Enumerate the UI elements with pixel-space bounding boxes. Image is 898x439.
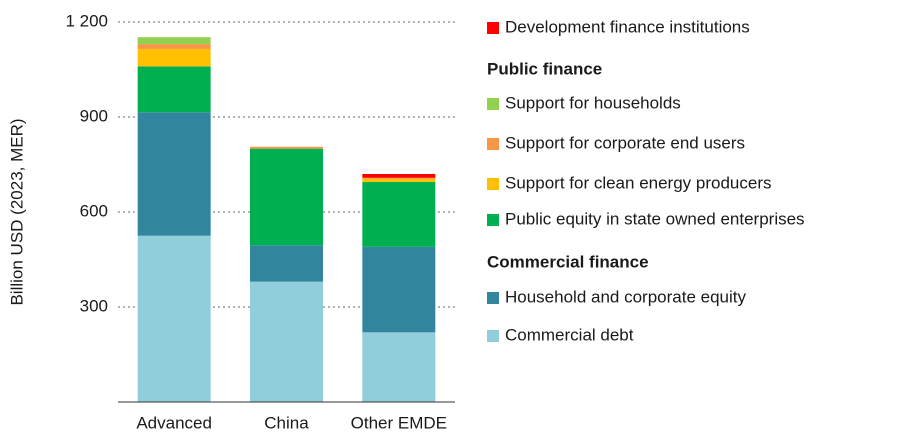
bar-segment — [137, 66, 211, 113]
bar-segment — [250, 245, 323, 282]
y-axis-label: Billion USD (2023, MER) — [7, 118, 26, 305]
legend-heading: Public finance — [487, 59, 602, 78]
y-tick-label: 1 200 — [65, 11, 108, 30]
bar-segment — [362, 181, 436, 247]
x-tick-label: Other EMDE — [351, 413, 447, 432]
y-tick-label: 900 — [80, 106, 108, 125]
bar-segment — [137, 112, 211, 236]
bar-segment — [362, 178, 436, 182]
legend-swatch — [487, 98, 499, 110]
legend-swatch — [487, 138, 499, 150]
legend-label: Development finance institutions — [505, 17, 750, 36]
legend-swatch — [487, 22, 499, 34]
x-tick-label: China — [264, 413, 309, 432]
legend-swatch — [487, 330, 499, 342]
bar-segment — [250, 148, 323, 246]
legend-label: Commercial debt — [505, 325, 634, 344]
y-tick-label: 300 — [80, 296, 108, 315]
bar-segment — [362, 246, 436, 333]
bar-segment — [137, 235, 211, 402]
legend-label: Support for corporate end users — [505, 133, 745, 152]
x-tick-label: Advanced — [136, 413, 212, 432]
legend-heading: Commercial finance — [487, 252, 649, 271]
legend-swatch — [487, 178, 499, 190]
bar-segment — [362, 332, 436, 402]
legend-swatch — [487, 214, 499, 226]
bar-segment — [362, 174, 436, 178]
bar-segment — [137, 37, 211, 45]
legend-label: Support for clean energy producers — [505, 173, 772, 192]
bar-segment — [362, 177, 436, 179]
legend-swatch — [487, 292, 499, 304]
bar-segment — [250, 146, 323, 149]
y-tick-label: 600 — [80, 201, 108, 220]
bar-segment — [137, 44, 211, 49]
legend-label: Household and corporate equity — [505, 287, 746, 306]
bar-segment — [137, 48, 211, 67]
bar-segment — [250, 281, 323, 402]
legend-label: Public equity in state owned enterprises — [505, 209, 805, 228]
legend-label: Support for households — [505, 93, 681, 112]
